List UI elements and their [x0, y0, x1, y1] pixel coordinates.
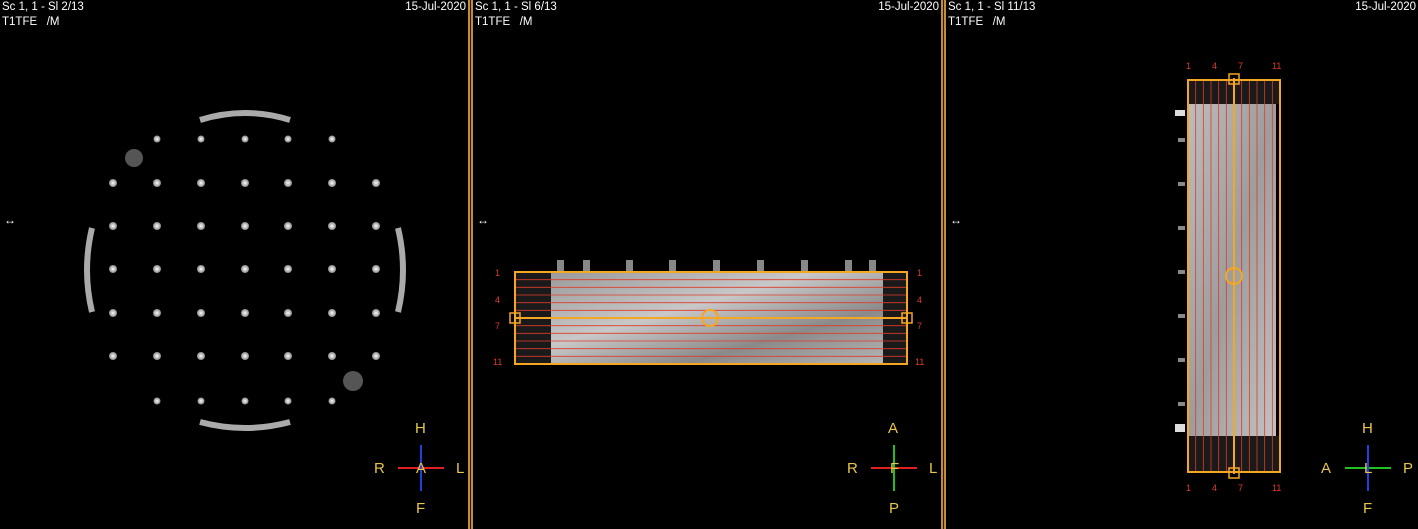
phantom-dot: [328, 352, 336, 360]
phantom-dot: [284, 179, 292, 187]
phantom-dot: [241, 352, 249, 360]
slice-label-r4: 4: [917, 295, 923, 305]
study-date: 15-Jul-2020: [1355, 1, 1416, 13]
slice-label-b11: 11: [1272, 483, 1282, 493]
phantom-dot: [197, 265, 205, 273]
sagittal-image: [1175, 73, 1391, 491]
phantom-dot: [153, 265, 161, 273]
orientation-right: P: [1403, 460, 1414, 477]
phantom-dot: [197, 397, 205, 405]
phantom-dot: [241, 135, 249, 143]
series-info: Sc 1, 1 - Sl 11/13: [948, 1, 1036, 13]
resize-arrow-icon[interactable]: ↔: [4, 213, 16, 227]
phantom-dot: [109, 222, 117, 230]
orientation-center: F: [890, 460, 900, 477]
slice-label-l1: 1: [495, 268, 501, 278]
phantom-dot: [109, 265, 117, 273]
orientation-center: A: [416, 460, 427, 477]
viewport-divider[interactable]: [941, 0, 946, 529]
slice-label-l11: 11: [493, 357, 503, 367]
resize-arrow-icon[interactable]: ↔: [950, 213, 962, 227]
phantom-dot: [284, 352, 292, 360]
study-date: 15-Jul-2020: [405, 1, 466, 13]
viewport-axial[interactable]: Sc 1, 1 - Sl 2/13 T1TFE /M 15-Jul-2020 ↔…: [0, 0, 468, 529]
phantom-dot: [241, 265, 249, 273]
study-date: 15-Jul-2020: [878, 1, 939, 13]
orientation-top: H: [1362, 420, 1373, 437]
phantom-dot: [153, 179, 161, 187]
orientation-left: A: [1321, 460, 1332, 477]
phantom-dot: [372, 309, 380, 317]
slice-label-r1: 1: [917, 268, 923, 278]
sequence-name: T1TFE /M: [2, 16, 60, 28]
orientation-bottom: F: [416, 500, 426, 517]
orientation-left: R: [374, 460, 385, 477]
slice-label-l7: 7: [495, 321, 501, 331]
phantom-dot: [328, 309, 336, 317]
axial-image: [84, 110, 406, 431]
phantom-dot: [372, 222, 380, 230]
phantom-dot: [284, 222, 292, 230]
phantom-dot: [372, 179, 380, 187]
orientation-bottom: P: [889, 500, 900, 517]
viewport-sagittal[interactable]: Sc 1, 1 - Sl 11/13 T1TFE /M 15-Jul-2020 …: [946, 0, 1418, 529]
viewport-coronal[interactable]: Sc 1, 1 - Sl 6/13 T1TFE /M 15-Jul-2020 ↔…: [473, 0, 941, 529]
sequence-name: T1TFE /M: [948, 16, 1006, 28]
coronal-image: [509, 260, 917, 491]
slice-label-t7: 7: [1238, 61, 1244, 71]
slice-label-r7: 7: [917, 321, 923, 331]
slice-label-t4: 4: [1212, 61, 1218, 71]
slice-label-b7: 7: [1238, 483, 1244, 493]
orientation-top: A: [888, 420, 899, 437]
phantom-dot: [153, 397, 161, 405]
phantom-dot: [328, 135, 336, 143]
phantom-dot: [153, 309, 161, 317]
phantom-dot: [197, 179, 205, 187]
phantom-dot: [372, 265, 380, 273]
phantom-dot: [328, 397, 336, 405]
phantom-dot: [153, 352, 161, 360]
phantom-dot: [284, 265, 292, 273]
phantom-dot: [241, 309, 249, 317]
sequence-name: T1TFE /M: [475, 16, 533, 28]
phantom-dot: [109, 352, 117, 360]
slice-label-b4: 4: [1212, 483, 1218, 493]
phantom-dot: [328, 222, 336, 230]
orientation-right: L: [929, 460, 938, 477]
phantom-dot: [109, 309, 117, 317]
phantom-dot: [153, 222, 161, 230]
phantom-dot: [328, 179, 336, 187]
phantom-dot: [109, 179, 117, 187]
slice-label-t11: 11: [1272, 61, 1282, 71]
phantom-dot: [372, 352, 380, 360]
phantom-dot: [197, 222, 205, 230]
phantom-dot: [284, 309, 292, 317]
phantom-dot: [241, 179, 249, 187]
orientation-bottom: F: [1363, 500, 1373, 517]
resize-arrow-icon[interactable]: ↔: [477, 213, 489, 227]
phantom-dot: [197, 352, 205, 360]
slice-label-r11: 11: [915, 357, 925, 367]
slice-label-b1: 1: [1186, 483, 1192, 493]
phantom-dot: [197, 135, 205, 143]
phantom-dot: [153, 135, 161, 143]
phantom-dot: [241, 397, 249, 405]
orientation-top: H: [415, 420, 426, 437]
orientation-right: L: [456, 460, 465, 477]
phantom-dot: [241, 222, 249, 230]
phantom-dot: [328, 265, 336, 273]
orientation-cross: [398, 445, 444, 491]
viewport-divider[interactable]: [468, 0, 473, 529]
orientation-center: L: [1364, 460, 1373, 477]
slice-label-l4: 4: [495, 295, 501, 305]
slice-label-t1: 1: [1186, 61, 1192, 71]
phantom-dot: [284, 397, 292, 405]
phantom-dot: [197, 309, 205, 317]
series-info: Sc 1, 1 - Sl 2/13: [2, 1, 84, 13]
orientation-left: R: [847, 460, 858, 477]
phantom-dot: [284, 135, 292, 143]
series-info: Sc 1, 1 - Sl 6/13: [475, 1, 557, 13]
